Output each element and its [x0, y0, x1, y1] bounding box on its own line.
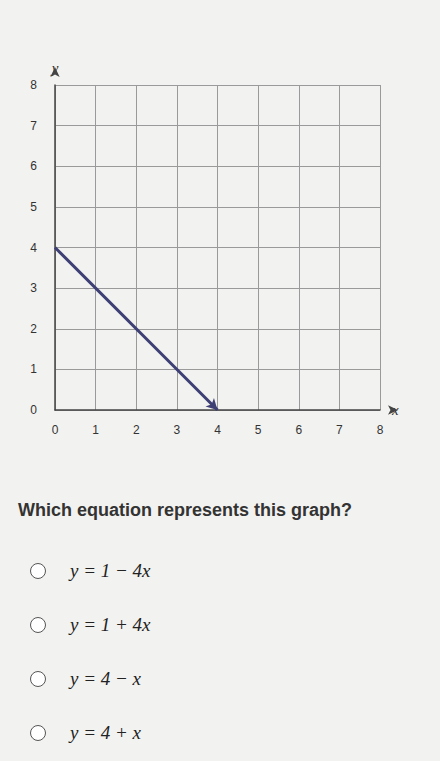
- svg-text:3: 3: [174, 423, 181, 437]
- svg-text:2: 2: [133, 423, 140, 437]
- html-text:y = 4 − x: y = 4 − x: [70, 668, 141, 689]
- svg-text:4: 4: [30, 241, 37, 255]
- svg-text:8: 8: [377, 423, 384, 437]
- html-text:Which equation represents this: Which equation represents this graph?: [18, 500, 352, 520]
- svg-text:y: y: [51, 59, 59, 76]
- svg-text:1: 1: [92, 423, 99, 437]
- svg-text:4: 4: [214, 423, 221, 437]
- html-text:y = 1 − 4x: y = 1 − 4x: [70, 560, 151, 581]
- svg-text:5: 5: [255, 423, 262, 437]
- svg-text:0: 0: [52, 423, 59, 437]
- svg-text:1: 1: [30, 362, 37, 376]
- html-text:y = 4 + x: y = 4 + x: [70, 722, 141, 743]
- svg-text:7: 7: [336, 423, 343, 437]
- svg-text:7: 7: [30, 119, 37, 133]
- svg-text:x: x: [392, 402, 399, 418]
- html-text:y = 1 + 4x: y = 1 + 4x: [70, 614, 151, 635]
- svg-text:3: 3: [30, 281, 37, 295]
- svg-text:2: 2: [30, 322, 37, 336]
- svg-text:6: 6: [30, 159, 37, 173]
- svg-text:8: 8: [30, 78, 37, 92]
- svg-text:5: 5: [30, 200, 37, 214]
- svg-text:0: 0: [30, 403, 37, 417]
- svg-text:6: 6: [295, 423, 302, 437]
